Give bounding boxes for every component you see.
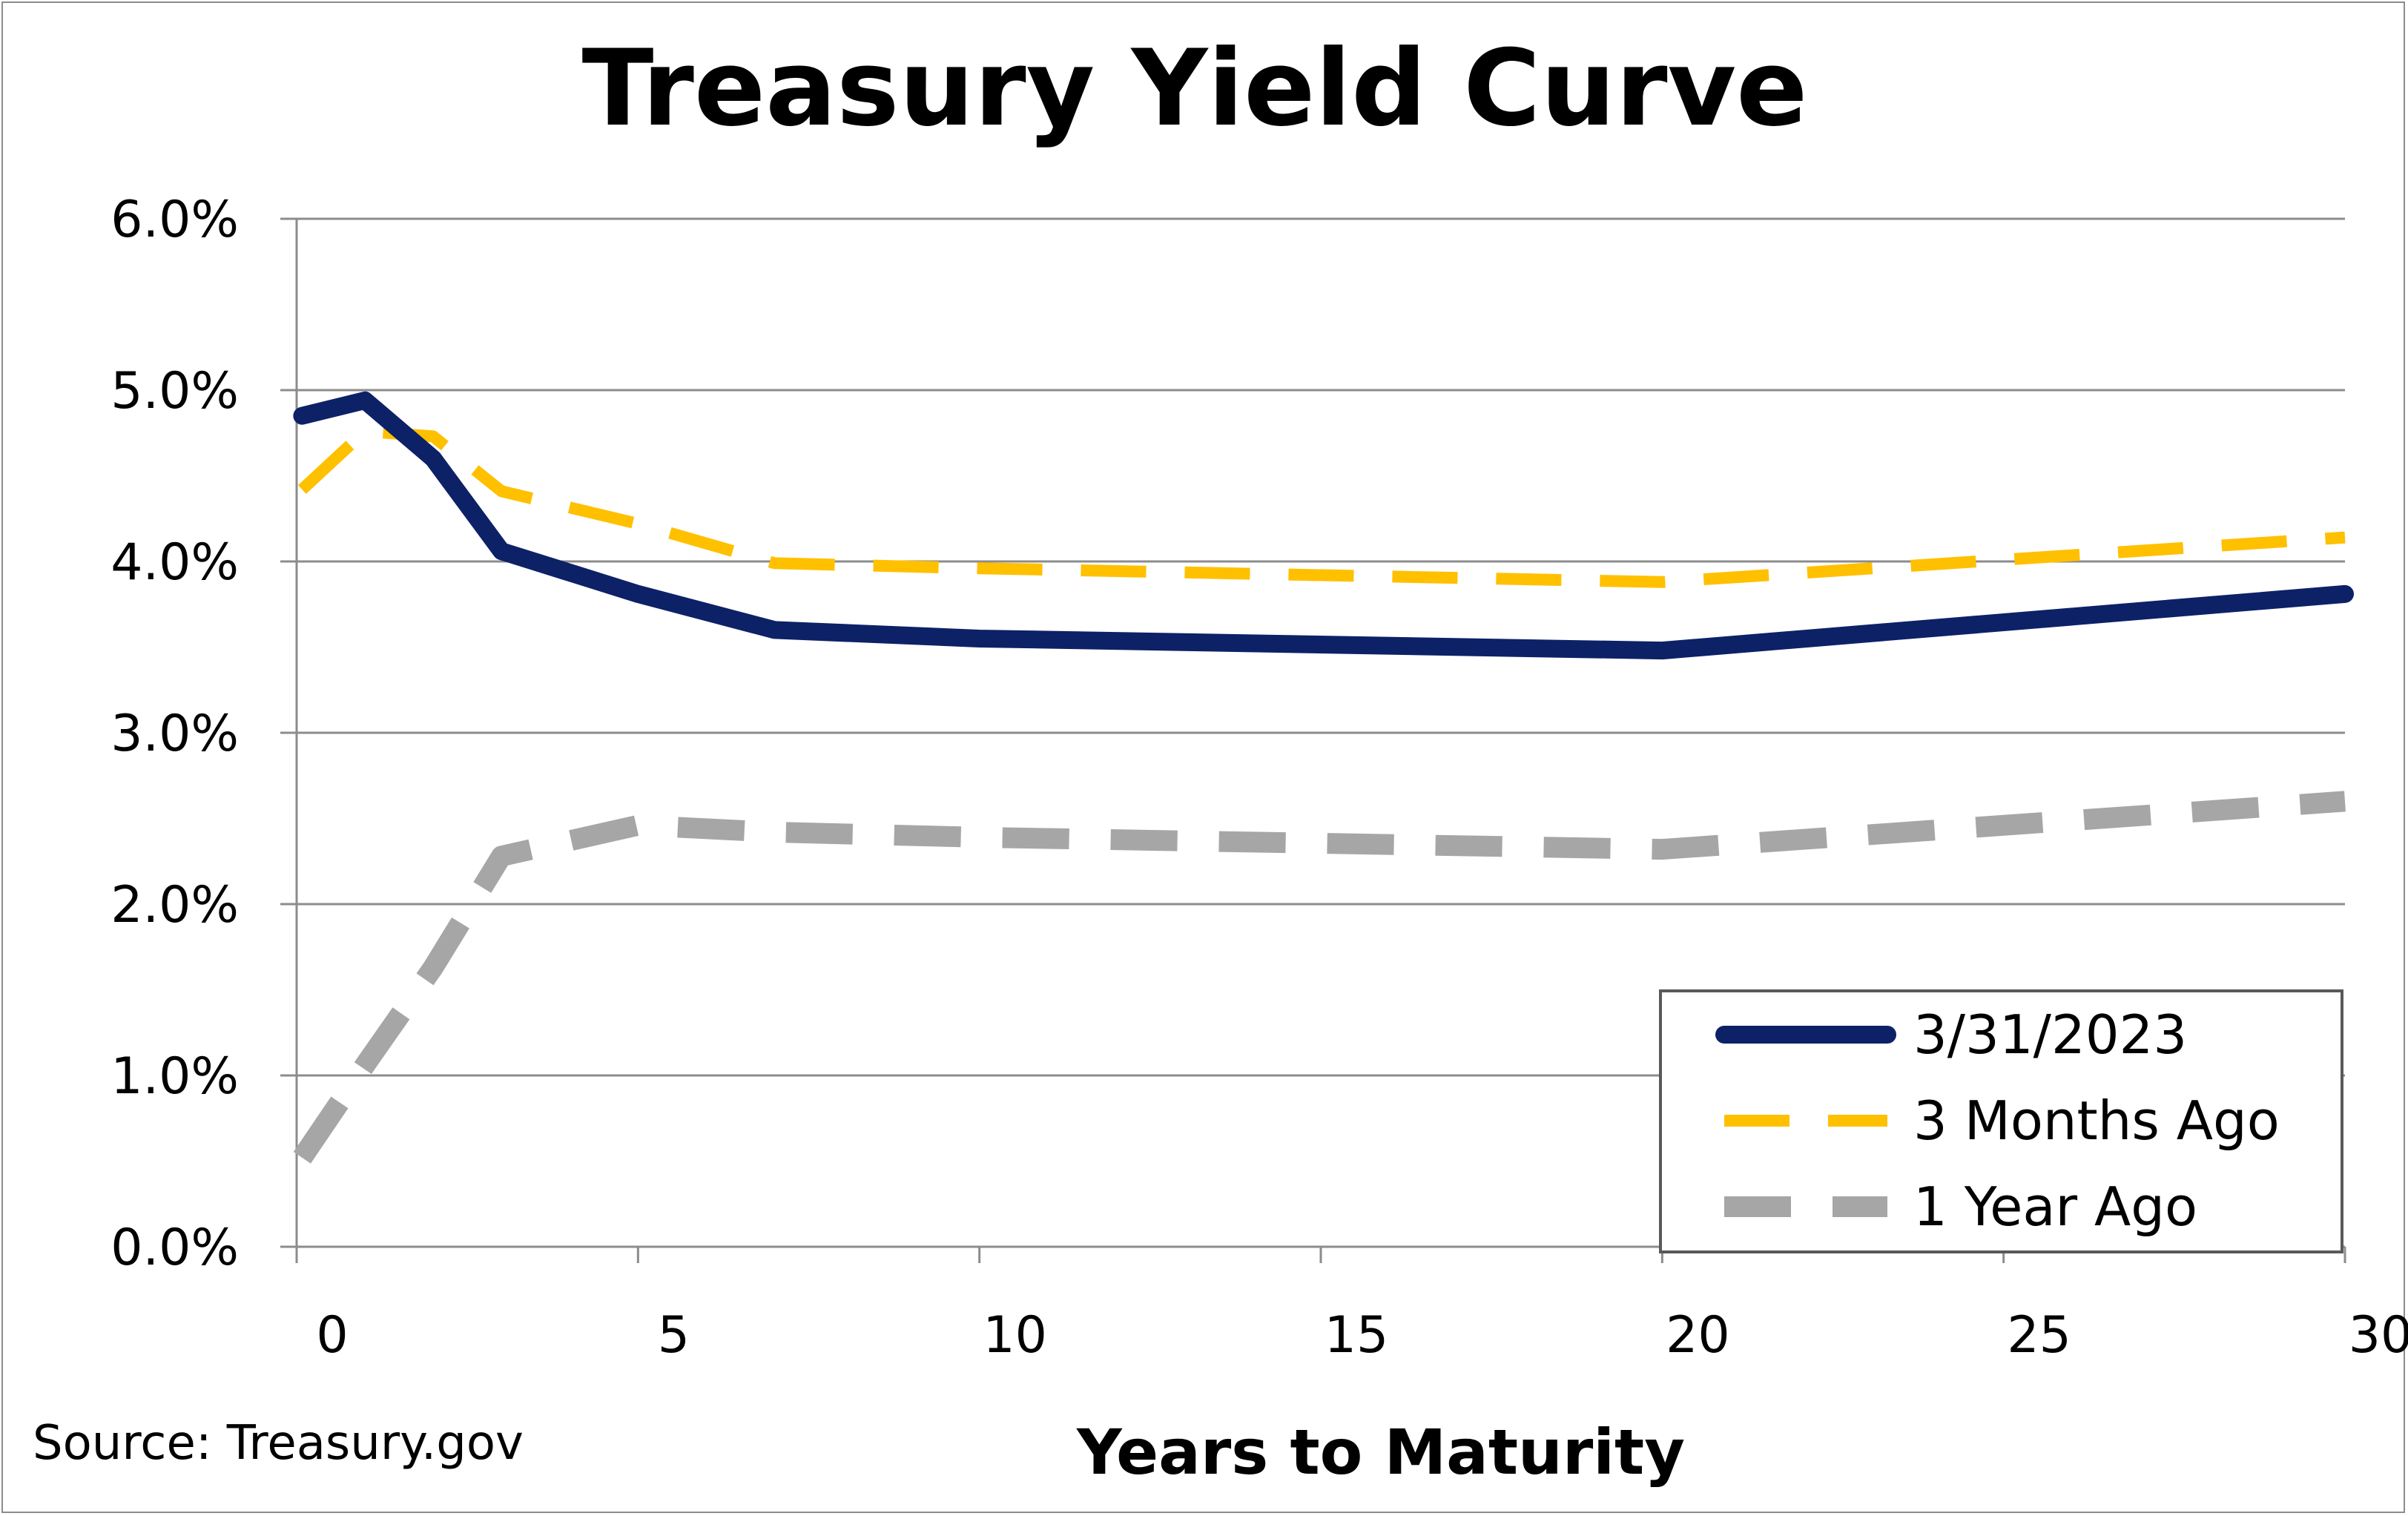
- x-tick-label: 0: [316, 1306, 348, 1365]
- x-tick-label: 10: [983, 1306, 1047, 1365]
- y-tick-label: 3.0%: [110, 705, 239, 763]
- series-line-1-year-ago: [293, 791, 2346, 1164]
- legend-label-1-year-ago: 1 Year Ago: [1913, 1176, 2197, 1238]
- x-tick-labels: 0 5 10 15 20 25 30: [316, 1306, 2408, 1365]
- x-tick-label: 30: [2349, 1306, 2408, 1365]
- x-tick-label: 20: [1666, 1306, 1730, 1365]
- x-tick-label: 15: [1325, 1306, 1389, 1365]
- legend-label-3-months-ago: 3 Months Ago: [1913, 1090, 2280, 1152]
- y-tick-labels: 0.0% 1.0% 2.0% 3.0% 4.0% 5.0% 6.0%: [110, 191, 239, 1277]
- y-tick-label: 2.0%: [110, 876, 239, 935]
- x-tick-label: 5: [658, 1306, 690, 1365]
- y-tick-label: 6.0%: [110, 191, 239, 249]
- y-tick-label: 0.0%: [110, 1219, 239, 1277]
- series-line-3-31-2023: [293, 391, 2354, 660]
- x-tick-label: 25: [2007, 1306, 2071, 1365]
- y-tick-label: 5.0%: [110, 362, 239, 421]
- legend: 3/31/2023 3 Months Ago 1 Year Ago: [1659, 989, 2343, 1253]
- series-line-3-months-ago: [297, 425, 2346, 588]
- chart-title: Treasury Yield Curve: [582, 27, 1808, 150]
- source-note: Source: Treasury.gov: [33, 1416, 524, 1471]
- y-tick-label: 1.0%: [110, 1047, 239, 1106]
- series-lines: [293, 391, 2354, 1164]
- legend-label-3-31-2023: 3/31/2023: [1913, 1003, 2187, 1066]
- y-tick-label: 4.0%: [110, 533, 239, 592]
- x-axis-title: Years to Maturity: [1076, 1416, 1685, 1489]
